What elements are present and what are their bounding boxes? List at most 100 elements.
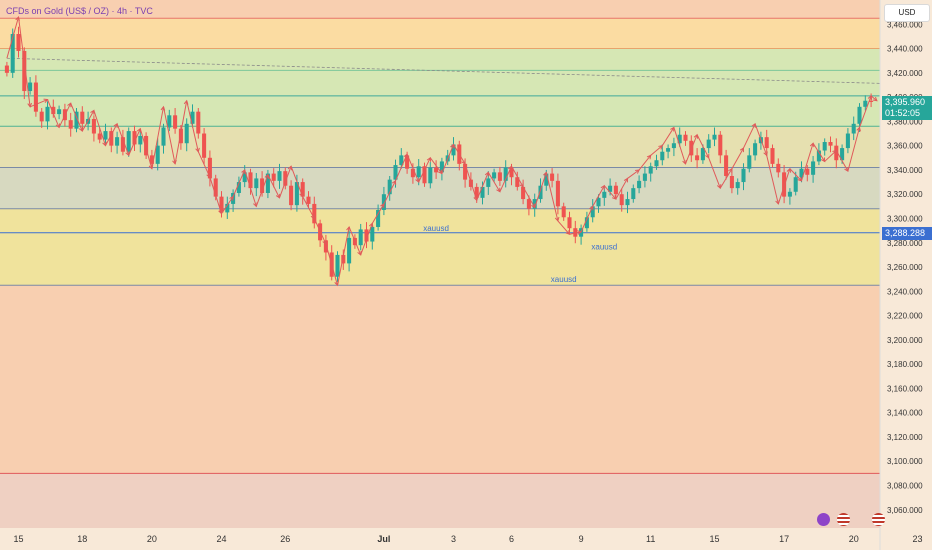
- candle-body: [497, 172, 502, 181]
- us-flag-icon[interactable]: [872, 513, 885, 526]
- y-tick-label: 3,140.000: [887, 409, 923, 418]
- candle-body: [115, 137, 120, 146]
- chart-title: CFDs on Gold (US$ / OZ) · 4h · TVC: [6, 6, 153, 16]
- candle-body: [863, 100, 868, 107]
- swing-arrow: [499, 166, 512, 192]
- swing-arrow: [789, 168, 802, 182]
- candle-body: [213, 178, 218, 197]
- last-price-value: 3,395.960: [885, 97, 926, 107]
- candle-body: [57, 109, 62, 115]
- candle-body: [660, 151, 665, 161]
- swing-arrow: [221, 196, 234, 214]
- candle-body: [770, 148, 775, 164]
- candle-body: [747, 155, 752, 169]
- candle-body: [787, 191, 792, 197]
- candle-body: [637, 180, 642, 189]
- y-tick-label: 3,200.000: [887, 336, 923, 345]
- swing-arrow: [58, 102, 72, 128]
- candle-body: [173, 115, 178, 129]
- swing-arrow: [638, 155, 652, 171]
- candle-body: [381, 194, 386, 210]
- y-tick-label: 3,260.000: [887, 263, 923, 272]
- swing-arrow: [569, 231, 582, 235]
- candle-body: [613, 185, 618, 195]
- currency-selector[interactable]: USD: [884, 4, 930, 22]
- candle-body: [451, 144, 456, 156]
- swing-arrow: [70, 102, 83, 132]
- swing-arrow: [487, 172, 501, 193]
- candle-body: [74, 111, 79, 129]
- candle-body: [695, 155, 700, 161]
- x-tick-label: 15: [709, 534, 719, 544]
- swing-arrow: [708, 157, 721, 189]
- candle-body: [822, 142, 827, 151]
- candle-body: [799, 168, 804, 178]
- candle-body: [683, 134, 688, 141]
- price-zone: [0, 208, 880, 286]
- swing-arrow: [244, 169, 257, 207]
- candle-body: [573, 228, 578, 237]
- lightning-icon[interactable]: [817, 513, 830, 526]
- candle-body: [596, 197, 601, 207]
- y-tick-label: 3,360.000: [887, 142, 923, 151]
- swing-arrow: [418, 157, 431, 183]
- candle-body: [492, 172, 497, 179]
- candle-body: [648, 166, 653, 174]
- x-tick-label: 24: [216, 534, 226, 544]
- candle-body: [190, 111, 195, 124]
- swing-arrow: [719, 168, 733, 189]
- candle-body: [526, 199, 531, 209]
- swing-arrow: [685, 134, 698, 165]
- x-tick-label: 9: [579, 534, 584, 544]
- candle-body: [260, 178, 265, 193]
- candle-body: [393, 165, 398, 180]
- swing-arrow: [592, 185, 605, 207]
- candle-body: [300, 182, 305, 197]
- candle-body: [811, 161, 816, 175]
- swing-arrow: [859, 95, 872, 128]
- candle-body: [236, 182, 241, 193]
- swing-arrow: [696, 134, 710, 159]
- candle-body: [439, 161, 444, 173]
- candle-body: [144, 135, 149, 156]
- candle-body: [805, 168, 810, 175]
- y-tick-label: 3,180.000: [887, 360, 923, 369]
- us-flag-icon[interactable]: [837, 513, 850, 526]
- candle-body: [706, 139, 711, 149]
- candle-body: [91, 118, 96, 134]
- price-zone: [0, 473, 880, 528]
- y-tick-label: 3,100.000: [887, 457, 923, 466]
- swing-arrow: [557, 220, 570, 235]
- swing-arrow: [209, 177, 222, 214]
- swing-arrow: [383, 180, 396, 205]
- candle-body: [869, 100, 874, 102]
- y-tick-label: 3,080.000: [887, 482, 923, 491]
- candle-body: [776, 163, 781, 173]
- candle-body: [480, 186, 485, 198]
- candle-body: [347, 237, 352, 264]
- candle-body: [167, 115, 172, 128]
- candle-body: [28, 82, 33, 92]
- candle-body: [149, 155, 154, 164]
- candle-body: [741, 168, 746, 183]
- candle-body: [161, 127, 166, 146]
- x-tick-label: Jul: [377, 534, 390, 544]
- candle-body: [271, 173, 276, 181]
- swing-arrow: [139, 128, 153, 169]
- candle-body: [39, 111, 44, 122]
- candle-body: [463, 163, 468, 180]
- candle-body: [834, 145, 839, 161]
- swing-arrow: [93, 110, 106, 146]
- swing-arrow: [290, 166, 304, 197]
- x-tick-label: 20: [849, 534, 859, 544]
- swing-arrow: [731, 147, 744, 169]
- candle-body: [718, 134, 723, 156]
- candle-body: [538, 185, 543, 200]
- x-tick-label: 20: [147, 534, 157, 544]
- swing-arrow: [673, 127, 686, 165]
- swing-arrow: [627, 169, 640, 179]
- time-axis-bg: [0, 528, 932, 550]
- y-tick-label: 3,220.000: [887, 312, 923, 321]
